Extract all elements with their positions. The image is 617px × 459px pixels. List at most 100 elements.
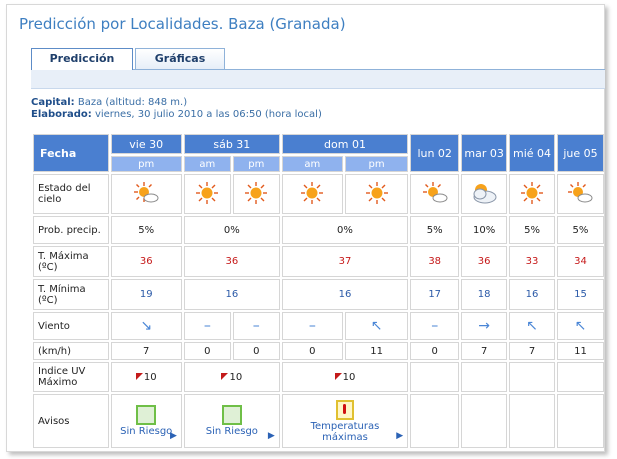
capital-value: Baza (altitud: 848 m.)	[77, 97, 188, 108]
day-header: dom 01	[281, 134, 409, 154]
capital-label: Capital:	[31, 97, 75, 108]
uv-cell-empty	[556, 362, 604, 392]
green-square-icon	[136, 405, 157, 425]
sky-cell	[281, 174, 343, 214]
page-title: Predicción por Localidades. Baza (Granad…	[19, 15, 346, 33]
prob-cell: 5%	[556, 216, 604, 244]
row-label-uv: Indice UV Máximo	[33, 362, 109, 392]
elaborado-line: Elaborado: viernes, 30 julio 2010 a las …	[31, 109, 322, 120]
prob-cell: 0%	[183, 216, 280, 244]
aviso-label: Sin Riesgo	[205, 426, 258, 437]
wind-direction-icon: ↖	[344, 312, 409, 340]
tmax-cell: 38	[410, 246, 460, 277]
wind-direction-icon: ↖	[556, 312, 604, 340]
sky-cell	[110, 174, 182, 214]
aviso-cell[interactable]: Sin Riesgo ▶	[110, 394, 182, 448]
day-header: mié 04	[509, 134, 555, 172]
sky-cell	[344, 174, 409, 214]
wind-speed-cell: 0	[183, 342, 231, 360]
tab-graficas[interactable]: Gráficas	[135, 48, 225, 69]
aviso-link[interactable]: Sin Riesgo	[120, 405, 172, 437]
elaborado-label: Elaborado:	[31, 109, 92, 120]
aviso-cell-empty	[461, 394, 508, 448]
tab-bar: Predicción Gráficas	[31, 48, 605, 70]
sun-cloud-icon	[422, 181, 448, 202]
forecast-table: Fecha vie 30 sáb 31 dom 01 lun 02 mar 03…	[31, 132, 606, 450]
wind-speed-cell: 11	[344, 342, 409, 360]
tmin-cell: 19	[110, 279, 182, 310]
uv-value: 10	[135, 372, 157, 383]
prob-cell: 5%	[110, 216, 182, 244]
sky-cell	[556, 174, 604, 214]
uv-cell: 10	[281, 362, 409, 392]
aviso-cell-empty	[410, 394, 460, 448]
tmin-cell: 15	[556, 279, 604, 310]
wind-direction-icon: ↘	[110, 312, 182, 340]
period-header: pm	[344, 156, 409, 172]
row-label-tmin: T. Mínima (ºC)	[33, 279, 109, 310]
aviso-cell-empty	[556, 394, 604, 448]
period-header: pm	[232, 156, 280, 172]
sun-cloud-icon	[568, 181, 593, 202]
row-label-prob: Prob. precip.	[33, 216, 109, 244]
tmax-cell: 34	[556, 246, 604, 277]
aviso-cell-empty	[509, 394, 555, 448]
wind-direction-icon: –	[410, 312, 460, 340]
uv-cell-empty	[461, 362, 508, 392]
arrow-right-icon: ▶	[396, 431, 404, 441]
uv-value: 10	[334, 372, 355, 383]
tmax-cell: 36	[461, 246, 508, 277]
row-label-avisos: Avisos	[33, 394, 109, 448]
aviso-link[interactable]: Sin Riesgo	[206, 405, 258, 437]
sky-cell	[183, 174, 231, 214]
forecast-panel: Predicción por Localidades. Baza (Granad…	[6, 4, 605, 452]
prob-cell: 5%	[410, 216, 460, 244]
elaborado-value: viernes, 30 julio 2010 a las 06:50 (hora…	[94, 109, 322, 120]
tmin-cell: 16	[281, 279, 409, 310]
day-header: jue 05	[556, 134, 604, 172]
aviso-cell[interactable]: Temperaturas máximas ▶	[281, 394, 409, 448]
capital-line: Capital: Baza (altitud: 848 m.)	[31, 97, 187, 108]
uv-cell-empty	[509, 362, 555, 392]
sky-cell	[232, 174, 280, 214]
tmax-cell: 37	[281, 246, 409, 277]
tmax-cell: 36	[183, 246, 280, 277]
aviso-cell[interactable]: Sin Riesgo ▶	[183, 394, 280, 448]
row-label-kmh: (km/h)	[33, 342, 109, 360]
aviso-link[interactable]: Temperaturas máximas	[300, 399, 390, 443]
day-header: lun 02	[410, 134, 460, 172]
tmax-cell: 36	[110, 246, 182, 277]
aviso-label: Temperaturas máximas	[310, 420, 380, 443]
sun-icon	[196, 181, 219, 204]
period-header: am	[281, 156, 343, 172]
day-header: vie 30	[110, 134, 182, 154]
sky-cell	[410, 174, 460, 214]
tab-prediccion[interactable]: Predicción	[31, 48, 133, 70]
fecha-header: Fecha	[33, 134, 109, 172]
wind-direction-icon: –	[281, 312, 343, 340]
wind-speed-cell: 7	[509, 342, 555, 360]
day-header: mar 03	[461, 134, 508, 172]
row-label-estado: Estado del cielo	[33, 174, 109, 214]
row-label-viento: Viento	[33, 312, 109, 340]
wind-direction-icon: →	[461, 312, 508, 340]
aviso-label: Sin Riesgo	[120, 426, 173, 437]
green-square-icon	[221, 405, 242, 425]
sky-cell	[509, 174, 555, 214]
prob-cell: 0%	[281, 216, 409, 244]
wind-speed-cell: 11	[556, 342, 604, 360]
thermometer-icon	[335, 399, 354, 420]
tmin-cell: 16	[509, 279, 555, 310]
sun-icon	[365, 181, 388, 204]
uv-value: 10	[221, 372, 242, 383]
period-header: pm	[110, 156, 182, 172]
tmax-cell: 33	[509, 246, 555, 277]
wind-speed-cell: 0	[232, 342, 280, 360]
prob-cell: 5%	[509, 216, 555, 244]
prob-cell: 10%	[461, 216, 508, 244]
wind-direction-icon: ↖	[509, 312, 555, 340]
tmin-cell: 18	[461, 279, 508, 310]
tmin-cell: 17	[410, 279, 460, 310]
sun-icon	[301, 181, 324, 204]
tab-content-bar	[31, 70, 605, 89]
